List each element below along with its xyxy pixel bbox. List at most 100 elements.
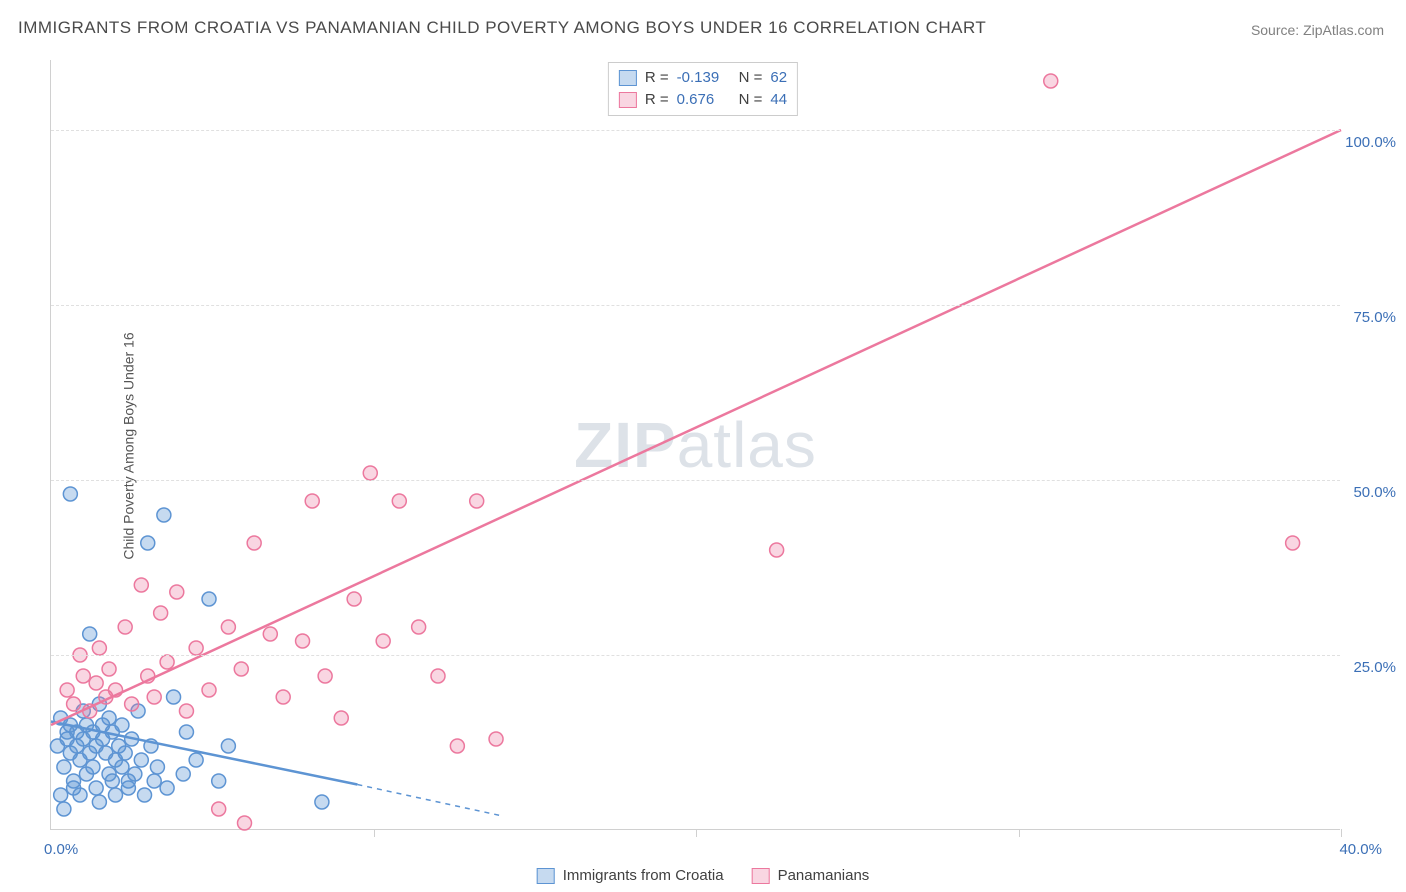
legend-row: R = 0.676 N = 44 bbox=[619, 89, 787, 111]
data-point bbox=[189, 753, 203, 767]
gridline bbox=[51, 130, 1340, 131]
data-point bbox=[63, 487, 77, 501]
gridline bbox=[51, 655, 1340, 656]
correlation-legend: R =-0.139N =62R =0.676N =44 bbox=[608, 62, 798, 116]
data-point bbox=[1044, 74, 1058, 88]
data-point bbox=[189, 641, 203, 655]
legend-n-value: 62 bbox=[770, 67, 787, 89]
legend-n-label: N = bbox=[739, 89, 763, 111]
data-point bbox=[305, 494, 319, 508]
data-point bbox=[334, 711, 348, 725]
data-point bbox=[92, 641, 106, 655]
data-point bbox=[238, 816, 252, 830]
data-point bbox=[450, 739, 464, 753]
data-point bbox=[57, 802, 71, 816]
data-point bbox=[167, 690, 181, 704]
y-tick-label: 75.0% bbox=[1353, 309, 1396, 326]
legend-swatch bbox=[537, 868, 555, 884]
data-point bbox=[221, 620, 235, 634]
data-point bbox=[179, 725, 193, 739]
legend-series-label: Immigrants from Croatia bbox=[563, 867, 724, 884]
data-point bbox=[102, 662, 116, 676]
gridline bbox=[51, 480, 1340, 481]
gridline bbox=[51, 305, 1340, 306]
x-tick bbox=[374, 829, 375, 837]
data-point bbox=[121, 781, 135, 795]
data-point bbox=[247, 536, 261, 550]
data-point bbox=[176, 767, 190, 781]
legend-n-label: N = bbox=[739, 67, 763, 89]
data-point bbox=[141, 536, 155, 550]
legend-swatch bbox=[752, 868, 770, 884]
data-point bbox=[296, 634, 310, 648]
data-point bbox=[202, 683, 216, 697]
data-point bbox=[57, 760, 71, 774]
data-point bbox=[86, 760, 100, 774]
data-point bbox=[154, 606, 168, 620]
legend-n-value: 44 bbox=[770, 89, 787, 111]
data-point bbox=[489, 732, 503, 746]
data-point bbox=[89, 781, 103, 795]
data-point bbox=[150, 760, 164, 774]
data-point bbox=[92, 795, 106, 809]
data-point bbox=[118, 620, 132, 634]
data-point bbox=[347, 592, 361, 606]
legend-r-label: R = bbox=[645, 67, 669, 89]
data-point bbox=[128, 767, 142, 781]
data-point bbox=[376, 634, 390, 648]
legend-item: Immigrants from Croatia bbox=[537, 867, 724, 884]
data-point bbox=[234, 662, 248, 676]
data-point bbox=[212, 802, 226, 816]
scatter-svg bbox=[51, 60, 1340, 829]
chart-title: IMMIGRANTS FROM CROATIA VS PANAMANIAN CH… bbox=[18, 18, 986, 38]
y-tick-label: 100.0% bbox=[1345, 134, 1396, 151]
data-point bbox=[118, 746, 132, 760]
data-point bbox=[109, 788, 123, 802]
data-point bbox=[134, 578, 148, 592]
x-end-label: 40.0% bbox=[1339, 841, 1382, 858]
data-point bbox=[89, 676, 103, 690]
data-point bbox=[160, 781, 174, 795]
x-origin-label: 0.0% bbox=[44, 841, 78, 858]
data-point bbox=[115, 718, 129, 732]
series-legend: Immigrants from Croatia Panamanians bbox=[537, 867, 870, 884]
data-point bbox=[221, 739, 235, 753]
data-point bbox=[102, 711, 116, 725]
x-tick bbox=[696, 829, 697, 837]
data-point bbox=[170, 585, 184, 599]
data-point bbox=[147, 690, 161, 704]
data-point bbox=[363, 466, 377, 480]
data-point bbox=[138, 788, 152, 802]
data-point bbox=[83, 627, 97, 641]
data-point bbox=[179, 704, 193, 718]
data-point bbox=[125, 697, 139, 711]
legend-r-label: R = bbox=[645, 89, 669, 111]
legend-series-label: Panamanians bbox=[778, 867, 870, 884]
data-point bbox=[134, 753, 148, 767]
trend-line-dashed bbox=[357, 785, 502, 817]
legend-item: Panamanians bbox=[752, 867, 870, 884]
data-point bbox=[160, 655, 174, 669]
data-point bbox=[60, 683, 74, 697]
data-point bbox=[67, 697, 81, 711]
data-point bbox=[276, 690, 290, 704]
data-point bbox=[147, 774, 161, 788]
legend-r-value: 0.676 bbox=[677, 89, 731, 111]
data-point bbox=[431, 669, 445, 683]
data-point bbox=[315, 795, 329, 809]
legend-row: R =-0.139N =62 bbox=[619, 67, 787, 89]
source-attribution: Source: ZipAtlas.com bbox=[1251, 22, 1384, 38]
data-point bbox=[54, 788, 68, 802]
y-tick-label: 25.0% bbox=[1353, 659, 1396, 676]
data-point bbox=[770, 543, 784, 557]
data-point bbox=[115, 760, 129, 774]
data-point bbox=[212, 774, 226, 788]
data-point bbox=[157, 508, 171, 522]
data-point bbox=[73, 788, 87, 802]
data-point bbox=[202, 592, 216, 606]
data-point bbox=[412, 620, 426, 634]
data-point bbox=[76, 669, 90, 683]
data-point bbox=[105, 774, 119, 788]
legend-swatch bbox=[619, 92, 637, 108]
y-tick-label: 50.0% bbox=[1353, 484, 1396, 501]
